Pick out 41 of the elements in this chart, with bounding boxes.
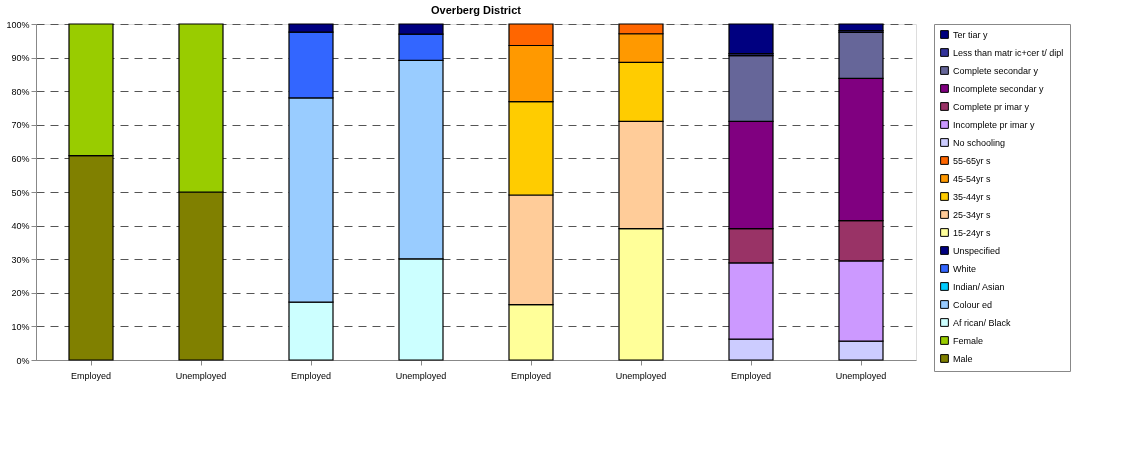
y-tick-label: 50% — [11, 187, 30, 198]
y-tick-label: 20% — [11, 288, 30, 299]
legend-label: Female — [953, 335, 984, 346]
legend-label: 25-34yr s — [953, 209, 992, 220]
x-tick-label: Employed — [510, 370, 552, 381]
legend-label: White — [953, 263, 977, 274]
chart-title: Overberg District — [431, 4, 522, 16]
legend-label: Complete pr imar y — [953, 101, 1030, 112]
x-tick-label: Employed — [730, 370, 772, 381]
x-tick-label: Unemployed — [395, 370, 447, 381]
legend-label: 15-24yr s — [953, 227, 992, 238]
x-tick-label: Unemployed — [175, 370, 227, 381]
y-tick-label: 80% — [11, 86, 30, 97]
legend-label: Ter tiar y — [953, 29, 989, 40]
legend-label: Complete secondar y — [953, 65, 1039, 76]
y-tick-label: 0% — [16, 355, 30, 366]
legend-label: 55-65yr s — [953, 155, 992, 166]
y-tick-label: 10% — [11, 321, 30, 332]
y-tick-label: 60% — [11, 153, 30, 164]
bar — [728, 23, 774, 55]
legend-label: Less than matr ic+cer t/ dipl — [953, 47, 1064, 58]
y-tick-label: 70% — [11, 120, 30, 131]
legend-label: Incomplete secondar y — [953, 83, 1045, 94]
legend-label: Unspecified — [953, 245, 1001, 256]
legend-label: Af rican/ Black — [953, 317, 1012, 328]
x-tick-label: Employed — [290, 370, 332, 381]
legend-label: No schooling — [953, 137, 1006, 148]
legend-label: Incomplete pr imar y — [953, 119, 1036, 130]
x-tick-label: Unemployed — [615, 370, 667, 381]
legend-label: 35-44yr s — [953, 191, 992, 202]
x-tick-label: Employed — [70, 370, 112, 381]
y-tick-label: 100% — [6, 19, 30, 30]
x-tick-label: Unemployed — [835, 370, 887, 381]
legend-label: Male — [953, 353, 973, 364]
y-tick-label: 40% — [11, 221, 30, 232]
y-tick-label: 30% — [11, 254, 30, 265]
legend-label: Colour ed — [953, 299, 993, 310]
legend-label: Indian/ Asian — [953, 281, 1005, 292]
bar — [838, 23, 884, 32]
y-tick-label: 90% — [11, 53, 30, 64]
legend-label: 45-54yr s — [953, 173, 992, 184]
